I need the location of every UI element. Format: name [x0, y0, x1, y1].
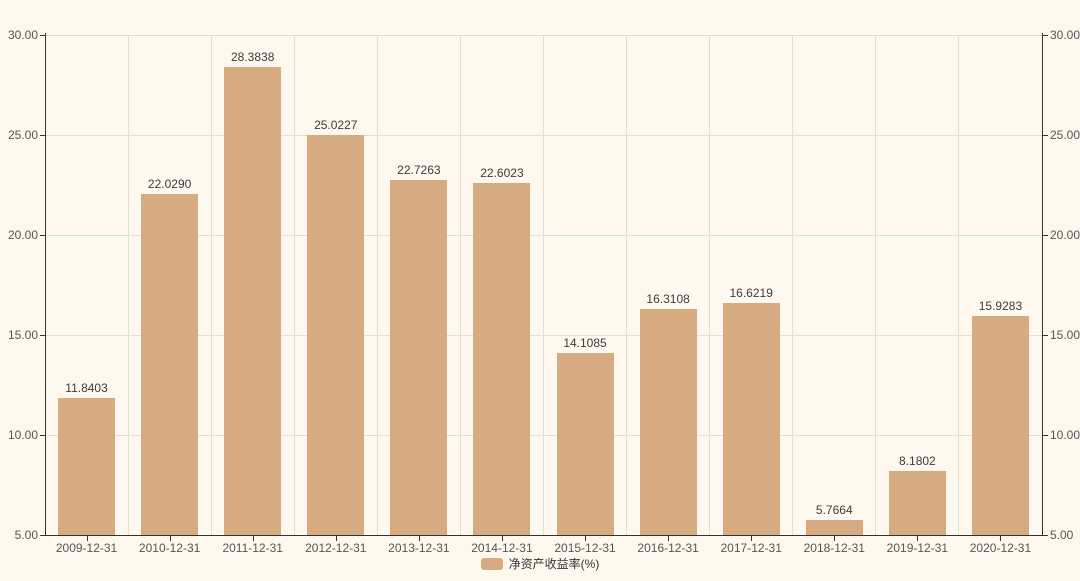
x-axis-label-2010-12-31: 2010-12-31 — [138, 541, 201, 555]
y-axis-label-left: 20.00 — [7, 228, 38, 242]
y-axis-label-right: 10.00 — [1050, 428, 1080, 442]
x-axis-tick — [585, 536, 587, 541]
x-axis-tick — [86, 536, 88, 541]
x-axis-tick — [668, 536, 670, 541]
bar-value-label: 11.8403 — [65, 381, 108, 396]
y-axis-label-left: 30.00 — [7, 28, 38, 42]
y-axis-label-right: 15.00 — [1050, 328, 1080, 342]
gridline-vertical — [459, 35, 461, 535]
x-axis-tick — [169, 536, 171, 541]
x-axis-label-2016-12-31: 2016-12-31 — [637, 541, 699, 555]
x-axis-label-2019-12-31: 2019-12-31 — [886, 541, 949, 555]
x-axis-label-2012-12-31: 2012-12-31 — [305, 541, 367, 555]
gridline-vertical — [210, 35, 212, 535]
y-axis-label-right: 5.00 — [1050, 528, 1074, 542]
bar-2015-12-31[interactable] — [556, 352, 614, 535]
gridline-vertical — [293, 35, 295, 535]
bar-value-label: 16.3108 — [646, 291, 690, 306]
x-axis-tick — [501, 536, 503, 541]
y-axis-tick-right — [1043, 334, 1048, 336]
legend-swatch-icon — [480, 558, 503, 570]
y-axis-label-left: 25.00 — [7, 128, 38, 142]
gridline-vertical — [958, 35, 960, 535]
x-axis-label-2020-12-31: 2020-12-31 — [969, 541, 1032, 555]
bar-2012-12-31[interactable] — [307, 134, 365, 535]
y-axis-label-right: 25.00 — [1050, 128, 1080, 142]
y-axis-tick-right — [1043, 434, 1048, 436]
y-axis-tick-left — [40, 534, 45, 536]
x-axis-label-2018-12-31: 2018-12-31 — [803, 541, 865, 555]
y-axis-tick-right — [1043, 234, 1048, 236]
bar-value-label: 25.0227 — [314, 117, 358, 132]
bar-value-label: 8.1802 — [899, 454, 936, 469]
gridline-vertical — [543, 35, 544, 535]
y-axis-label-right: 20.00 — [1050, 228, 1080, 242]
y-axis-tick-left — [40, 234, 45, 236]
bar-value-label: 14.1085 — [563, 335, 607, 350]
bar-2010-12-31[interactable] — [141, 194, 199, 535]
x-axis-tick — [751, 536, 753, 541]
x-axis-label-2013-12-31: 2013-12-31 — [388, 541, 450, 555]
x-axis-label-2015-12-31: 2015-12-31 — [554, 541, 616, 555]
bar-value-label: 5.7664 — [815, 502, 853, 517]
bar-value-label: 22.6023 — [480, 165, 524, 180]
x-axis-tick — [917, 536, 919, 541]
y-axis-label-left: 5.00 — [14, 528, 38, 542]
x-axis-tick — [834, 536, 836, 541]
gridline-vertical — [792, 35, 794, 535]
gridline-vertical — [626, 35, 628, 535]
bar-2009-12-31[interactable] — [58, 398, 116, 535]
y-axis-tick-left — [40, 134, 45, 136]
y-axis-tick-right — [1043, 34, 1048, 36]
gridline-vertical — [376, 35, 378, 535]
x-axis-line — [45, 535, 1043, 536]
y-axis-tick-right — [1043, 534, 1048, 536]
bar-2020-12-31[interactable] — [971, 316, 1029, 535]
bar-2018-12-31[interactable] — [805, 519, 863, 535]
x-axis-tick — [252, 536, 254, 541]
gridline-vertical — [127, 35, 129, 535]
legend-item-roe[interactable]: 净资产收益率(%) — [0, 557, 1080, 571]
bar-2019-12-31[interactable] — [888, 471, 946, 535]
y-axis-line-right — [1042, 33, 1043, 535]
bar-value-label: 16.6219 — [729, 285, 773, 300]
y-axis-label-right: 30.00 — [1050, 28, 1080, 42]
y-axis-tick-left — [40, 34, 45, 36]
y-axis-label-left: 10.00 — [7, 428, 38, 442]
y-axis-label-left: 15.00 — [7, 328, 38, 342]
y-axis-tick-left — [40, 334, 45, 336]
bar-value-label: 28.3838 — [231, 50, 275, 65]
bar-2014-12-31[interactable] — [473, 182, 531, 535]
x-axis-label-2014-12-31: 2014-12-31 — [471, 541, 533, 555]
gridline-vertical — [709, 35, 711, 535]
bar-2016-12-31[interactable] — [639, 308, 697, 535]
y-axis-tick-right — [1043, 134, 1048, 136]
x-axis-tick — [1000, 536, 1002, 541]
bar-2013-12-31[interactable] — [390, 180, 448, 535]
x-axis-label-2011-12-31: 2011-12-31 — [222, 541, 283, 555]
gridline-vertical — [875, 35, 877, 535]
y-axis-line-left — [45, 33, 46, 535]
bar-value-label: 22.0290 — [147, 177, 192, 192]
x-axis-tick — [335, 536, 337, 541]
x-axis-label-2017-12-31: 2017-12-31 — [720, 541, 782, 555]
x-axis-label-2009-12-31: 2009-12-31 — [55, 541, 118, 555]
bar-value-label: 22.7263 — [397, 163, 441, 178]
bar-2011-12-31[interactable] — [224, 67, 282, 535]
x-axis-tick — [418, 536, 420, 541]
bar-value-label: 15.9283 — [978, 299, 1023, 314]
legend-label: 净资产收益率(%) — [508, 557, 600, 571]
y-axis-tick-left — [40, 434, 45, 436]
bar-2017-12-31[interactable] — [722, 302, 780, 535]
